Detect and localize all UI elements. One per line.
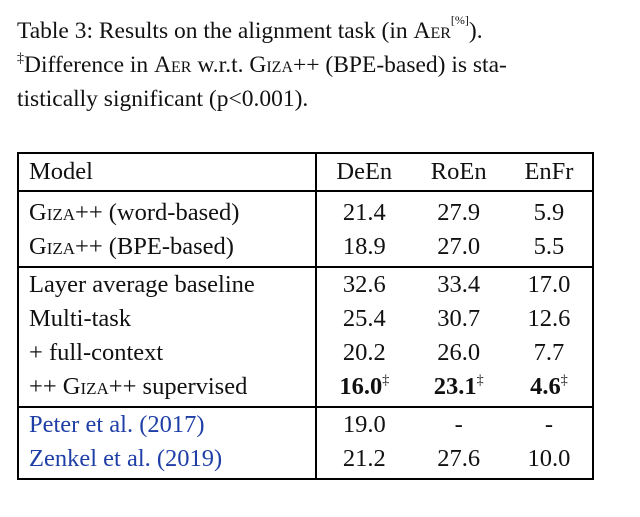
caption-text: ). <box>468 18 483 44</box>
caption-text: Difference in <box>24 52 155 78</box>
deen-cell: 20.2 <box>342 339 386 366</box>
enfr-cell: 5.9 <box>505 190 593 230</box>
model-name: ++ supervised <box>108 373 248 400</box>
unit-superscript: [%] <box>450 13 469 27</box>
significance-mark: ‡ <box>476 373 484 388</box>
model-name: ++ (word-based) <box>75 199 240 226</box>
best-value: 23.1 <box>433 373 477 400</box>
roen-cell: 26.0 <box>437 339 481 366</box>
roen-cell: 30.7 <box>437 305 481 332</box>
deen-cell: 21.2 <box>342 445 386 472</box>
best-value: 4.6 <box>530 373 561 400</box>
model-cell: Giza++ (word-based) <box>18 190 317 230</box>
enfr-cell: 4.6‡ <box>506 370 593 407</box>
deen-cell: 19.0 <box>316 406 412 442</box>
system-name: Giza <box>29 233 76 260</box>
table-caption: Table 3: Results on the alignment task (… <box>17 14 627 116</box>
model-name: ++ (BPE-based) <box>75 233 234 260</box>
enfr-cell: 17.0 <box>505 266 593 302</box>
roen-cell: 27.0 <box>437 233 481 260</box>
roen-cell: 27.9 <box>411 190 506 230</box>
table-row: Multi-task 25.4 30.7 12.6 <box>18 302 593 336</box>
deen-cell: 32.6 <box>316 266 412 302</box>
table-row: Layer average baseline 32.6 33.4 17.0 <box>18 266 593 302</box>
caption-line-2: ‡Difference in Aer w.r.t. Giza++ (BPE-ba… <box>17 48 627 82</box>
caption-line-3: tistically significant (p<0.001). <box>17 86 309 112</box>
best-value: 16.0 <box>339 373 383 400</box>
header-deen: DeEn <box>336 158 393 185</box>
enfr-cell: - <box>505 406 593 442</box>
deen-cell: 16.0‡ <box>316 370 412 407</box>
results-table: Model DeEn RoEn EnFr Giza++ (word-based)… <box>17 152 594 480</box>
significance-mark: ‡ <box>17 51 24 66</box>
table-row: Peter et al. (2017) 19.0 - - <box>18 406 593 442</box>
header-enfr: EnFr <box>524 158 574 185</box>
enfr-cell: 12.6 <box>527 305 571 332</box>
metric-name: Aer <box>413 18 451 44</box>
model-cell: Multi-task <box>18 302 317 336</box>
header-model: Model <box>18 153 317 191</box>
table-row: Giza++ (word-based) 21.4 27.9 5.9 <box>18 190 593 230</box>
deen-cell: 18.9 <box>342 233 386 260</box>
table-header-row: Model DeEn RoEn EnFr <box>18 153 593 191</box>
roen-cell: 23.1‡ <box>412 370 506 407</box>
table-row: Zenkel et al. (2019) 21.2 27.6 10.0 <box>18 442 593 479</box>
enfr-cell: 10.0 <box>527 445 571 472</box>
system-name: Giza <box>249 52 294 78</box>
model-cell: + full-context <box>18 336 317 370</box>
model-cell: Layer average baseline <box>18 266 317 302</box>
header-roen: RoEn <box>430 158 487 185</box>
significance-mark: ‡ <box>560 373 568 388</box>
significance-mark: ‡ <box>382 373 390 388</box>
deen-cell: 21.4 <box>316 190 412 230</box>
model-cell: ++ Giza++ supervised <box>18 370 317 407</box>
citation-link[interactable]: Peter et al. (2017) <box>18 406 317 442</box>
system-name: Giza <box>62 373 109 400</box>
deen-cell: 25.4 <box>342 305 386 332</box>
citation-link[interactable]: Zenkel et al. (2019) <box>18 442 317 479</box>
roen-cell: 33.4 <box>411 266 506 302</box>
system-name: Giza <box>29 199 76 226</box>
metric-name: Aer <box>154 52 192 78</box>
table-row: ++ Giza++ supervised 16.0‡ 23.1‡ 4.6‡ <box>18 370 593 407</box>
roen-cell: 27.6 <box>437 445 481 472</box>
model-prefix: ++ <box>29 373 63 400</box>
enfr-cell: 7.7 <box>533 339 565 366</box>
caption-text: Table 3: Results on the alignment task (… <box>17 18 414 44</box>
roen-cell: - <box>411 406 506 442</box>
enfr-cell: 5.5 <box>533 233 565 260</box>
table-row: + full-context 20.2 26.0 7.7 <box>18 336 593 370</box>
table-row: Giza++ (BPE-based) 18.9 27.0 5.5 <box>18 230 593 267</box>
model-cell: Giza++ (BPE-based) <box>18 230 317 267</box>
caption-line-1: Table 3: Results on the alignment task (… <box>17 14 627 48</box>
caption-text: ++ (BPE-based) is sta- <box>293 52 507 78</box>
caption-text: w.r.t. <box>191 52 250 78</box>
